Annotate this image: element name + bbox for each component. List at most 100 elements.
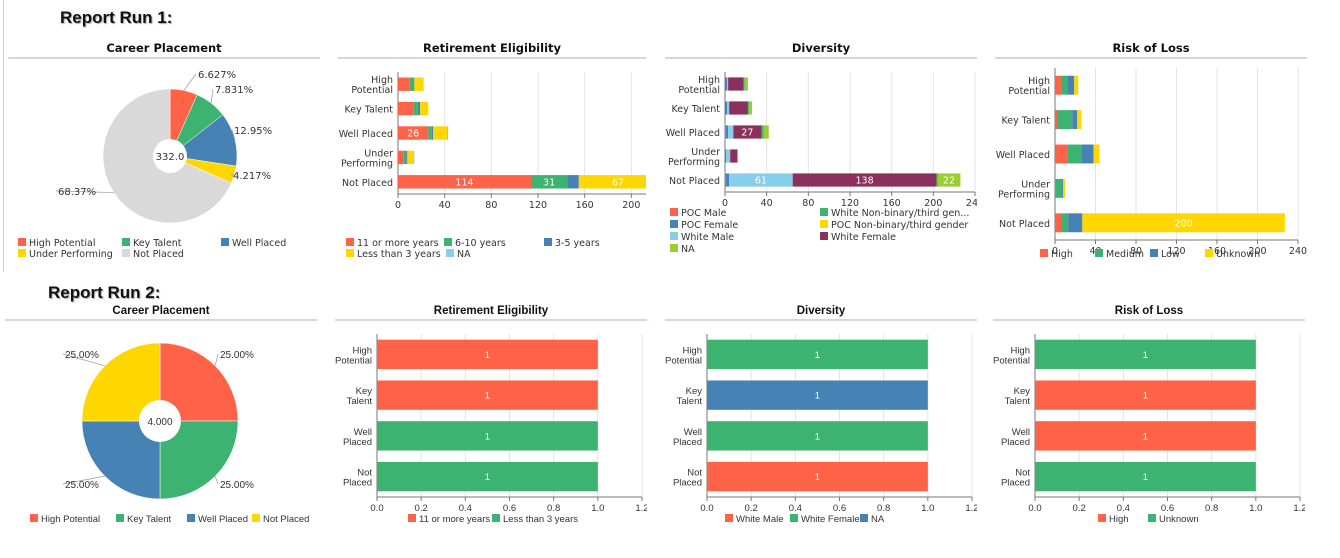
legend-label: Unknown — [1159, 514, 1199, 525]
bar-value-label: 1 — [1143, 391, 1148, 402]
legend-swatch — [670, 244, 678, 252]
bar-value-label: 1 — [485, 472, 490, 483]
x-tick-label: 120 — [841, 198, 859, 209]
legend-label: POC Non-binary/third gender — [831, 220, 968, 231]
bar-segment — [1061, 75, 1068, 95]
x-tick-label: 0.6 — [833, 503, 846, 514]
category-label: Performing — [668, 157, 720, 168]
legend-label: Well Placed — [198, 514, 248, 525]
bar-segment — [578, 175, 646, 189]
pie-leader-line — [214, 353, 219, 366]
pie-center-label: 332.0 — [156, 152, 185, 163]
category-label: Key — [356, 386, 373, 397]
category-label: Not — [687, 468, 702, 479]
bar-segment — [531, 175, 568, 189]
x-tick-label: 80 — [802, 198, 814, 209]
bar-segment — [1055, 213, 1062, 233]
pie-slice-label: 6.627% — [198, 70, 236, 81]
category-label: Potential — [665, 355, 702, 366]
x-tick-label: 160 — [883, 198, 901, 209]
legend-label: Unknown — [1216, 249, 1260, 260]
bar-segment — [377, 380, 598, 410]
category-label: Key — [686, 386, 703, 397]
bar-segment — [413, 101, 418, 116]
category-label: High — [352, 345, 372, 356]
legend-label: Less than 3 years — [503, 514, 578, 525]
chart-svg-r1-retirement: Retirement Eligibility 0 40 80 120 160 200 High… — [338, 41, 646, 260]
bar-segment — [377, 421, 598, 451]
bar-segment — [936, 173, 938, 187]
legend-label: High — [1051, 249, 1073, 260]
bar-segment — [725, 77, 728, 91]
bar-segment — [1077, 110, 1082, 130]
category-label: Well — [1012, 427, 1030, 438]
bar-value-label: 1 — [485, 391, 490, 402]
bar-value-label: 1 — [1143, 472, 1148, 483]
legend-swatch — [116, 514, 124, 522]
bar-value-label: 200 — [1175, 218, 1193, 229]
bar-segment — [407, 150, 414, 165]
bar-segment — [431, 126, 433, 140]
bar-segment — [1061, 213, 1069, 233]
bar-segment — [730, 149, 738, 163]
category-label: High — [682, 345, 702, 356]
bar-segment — [398, 126, 429, 140]
bar-segment — [747, 101, 749, 115]
category-label: High — [698, 75, 720, 86]
x-tick-label: 0.0 — [370, 503, 383, 514]
category-label: Placed — [343, 478, 372, 489]
pie-leader-line — [62, 353, 105, 367]
bar-segment — [727, 77, 729, 91]
x-tick-label: 0.2 — [745, 503, 758, 514]
bar-segment — [1057, 110, 1073, 130]
legend-label: White Male — [736, 514, 784, 525]
bar-segment — [1067, 75, 1075, 95]
chart-title: Retirement Eligibility — [434, 305, 549, 317]
bar-segment — [433, 126, 447, 140]
bar-value-label: 31 — [543, 177, 555, 188]
category-label: Placed — [673, 437, 702, 448]
bar-segment — [1093, 144, 1100, 164]
legend-label: 3-5 years — [555, 238, 600, 249]
legend-label: NA — [681, 244, 695, 255]
category-label: Not — [357, 468, 372, 479]
report-divider — [3, 0, 4, 272]
bar-segment — [744, 77, 748, 91]
x-tick-label: 0.0 — [700, 503, 713, 514]
pie-leader-line — [214, 476, 219, 485]
x-tick-label: 0.4 — [1117, 503, 1130, 514]
legend-label: Key Talent — [127, 514, 172, 525]
category-label: Performing — [998, 189, 1050, 200]
legend-label: Less than 3 years — [357, 249, 441, 260]
x-tick-label: 0.8 — [1205, 503, 1218, 514]
pie-leader-line — [62, 475, 105, 485]
bar-segment — [417, 101, 421, 116]
legend-label: Medium — [1106, 249, 1144, 260]
bar-segment — [1062, 178, 1064, 198]
x-tick-label: 80 — [1130, 246, 1142, 257]
bar-segment — [725, 101, 728, 115]
bar-value-label: 67 — [612, 177, 624, 188]
bar-segment — [729, 101, 748, 115]
legend-swatch — [1150, 249, 1158, 257]
x-tick-label: 0.4 — [459, 503, 472, 514]
legend-label: Under Performing — [29, 249, 113, 260]
bar-segment — [1035, 461, 1256, 492]
bar-segment — [1055, 178, 1057, 198]
pie-leader-line — [183, 73, 197, 91]
x-tick-label: 80 — [485, 200, 497, 211]
category-label: Performing — [341, 158, 393, 169]
bar-segment — [748, 101, 753, 115]
category-label: Placed — [343, 437, 372, 448]
category-label: Key Talent — [344, 105, 393, 116]
bar-segment — [403, 150, 407, 165]
legend-swatch — [492, 514, 500, 522]
legend-swatch — [544, 238, 552, 246]
bar-segment — [728, 77, 744, 91]
legend-swatch — [1095, 249, 1103, 257]
bar-segment — [567, 175, 579, 189]
bar-segment — [733, 125, 762, 139]
legend-swatch — [820, 232, 828, 240]
category-label: Placed — [673, 478, 702, 489]
